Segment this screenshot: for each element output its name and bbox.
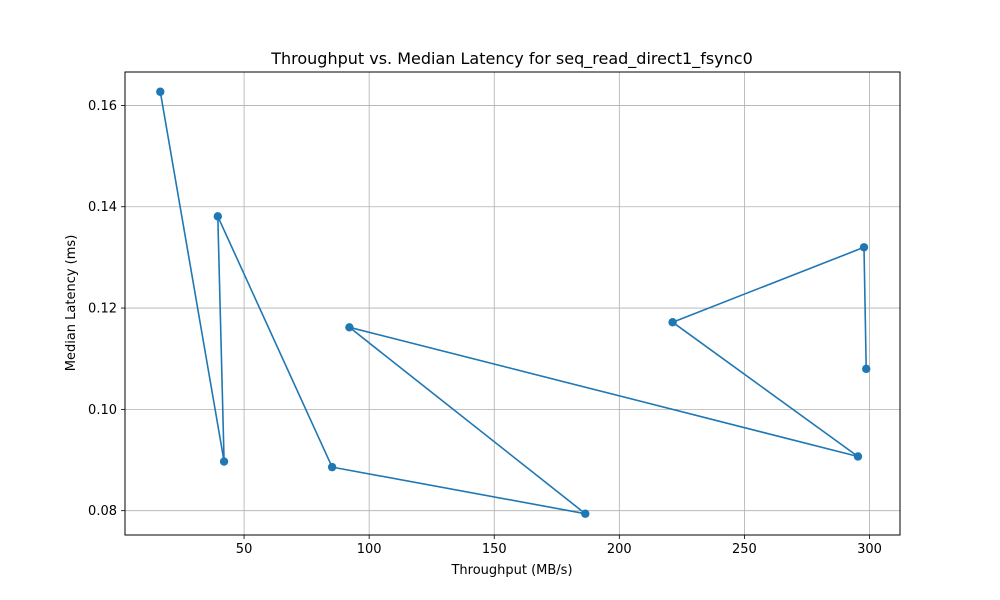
data-point <box>862 364 871 374</box>
y-tick-label: 0.10 <box>88 403 117 418</box>
y-tick-label: 0.12 <box>88 302 117 317</box>
data-point <box>853 452 863 461</box>
data-point <box>327 462 337 472</box>
x-tick-label: 250 <box>732 542 757 557</box>
series-line <box>159 91 867 515</box>
grid-lines <box>125 72 900 535</box>
data-point <box>156 87 165 96</box>
x-axis-ticks: 50 100 150 200 250 300 <box>236 535 882 557</box>
data-point <box>859 243 869 252</box>
x-tick-label: 150 <box>482 542 507 557</box>
y-axis-label: Median Latency (ms) <box>64 235 79 372</box>
x-tick-label: 50 <box>236 542 253 557</box>
data-point <box>213 212 223 221</box>
plot-area-frame <box>124 71 901 536</box>
data-point <box>219 457 229 466</box>
x-tick-label: 200 <box>607 542 632 557</box>
y-axis-ticks: 0.08 0.10 0.12 0.14 0.16 <box>88 99 125 519</box>
x-axis-label: Throughput (MB/s) <box>450 563 572 578</box>
chart-title: Throughput vs. Median Latency for seq_re… <box>270 49 753 69</box>
y-tick-label: 0.08 <box>88 504 117 519</box>
data-point <box>581 509 590 518</box>
x-tick-label: 300 <box>857 542 882 557</box>
series-layer <box>156 87 871 518</box>
data-point <box>345 323 354 332</box>
data-point <box>668 318 677 327</box>
y-tick-label: 0.16 <box>88 99 117 114</box>
x-tick-label: 100 <box>357 542 382 557</box>
y-tick-label: 0.14 <box>88 200 117 215</box>
